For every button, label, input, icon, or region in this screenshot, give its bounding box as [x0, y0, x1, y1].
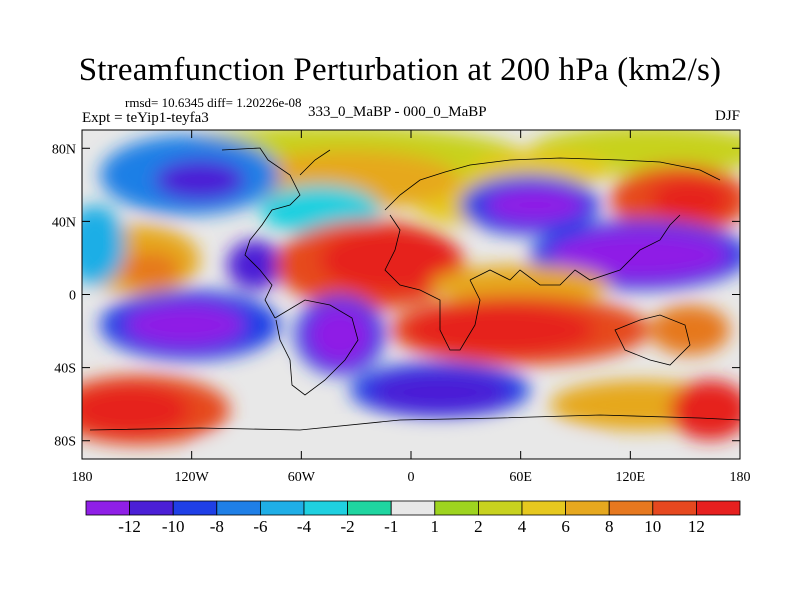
colorbar-label: -2 — [341, 517, 355, 536]
colorbar-label: -4 — [297, 517, 312, 536]
lon-tick-label: 120E — [616, 470, 646, 485]
colorbar-swatch — [347, 500, 392, 516]
lon-tick-label: 180 — [730, 470, 751, 485]
colorbar-swatch — [565, 500, 610, 516]
colorbar-swatch — [434, 500, 479, 516]
colorbar-label: 4 — [518, 517, 527, 536]
colorbar-swatch — [259, 500, 305, 516]
colorbar-swatch — [303, 500, 348, 516]
colorbar-swatch — [521, 500, 566, 516]
chart-title: Streamfunction Perturbation at 200 hPa (… — [78, 52, 722, 88]
colorbar: -12 -10 -8 -6 -4 -2 -1 1 2 4 6 8 10 12 — [85, 500, 741, 536]
lat-tick-label: 80S — [54, 435, 76, 450]
colorbar-label: -12 — [118, 517, 141, 536]
colorbar-swatch — [85, 500, 130, 516]
colorbar-label: 12 — [688, 517, 705, 536]
colorbar-label: -6 — [253, 517, 267, 536]
streamfunction-field — [82, 130, 740, 459]
colorbar-swatch — [608, 500, 654, 516]
lon-tick-label: 120W — [175, 470, 210, 485]
stats-line: rmsd= 10.6345 diff= 1.20226e-08 — [125, 95, 302, 110]
lon-tick-label: 180 — [72, 470, 93, 485]
longitude-axis: 180 120W 60W 0 60E 120E 180 — [72, 130, 751, 485]
lat-tick-label: 80N — [52, 142, 76, 157]
colorbar-swatch — [216, 500, 261, 516]
colorbar-label: -1 — [384, 517, 398, 536]
experiment-label: Expt = teYip1-teyfa3 — [82, 110, 209, 126]
latitude-axis: 80N 40N 0 40S 80S — [52, 142, 740, 450]
colorbar-swatch — [696, 500, 741, 516]
lat-tick-label: 40N — [52, 215, 76, 230]
colorbar-swatch — [652, 500, 697, 516]
lat-tick-label: 40S — [54, 362, 76, 377]
colorbar-swatch — [129, 500, 174, 516]
colorbar-label: 8 — [605, 517, 614, 536]
colorbar-swatch — [172, 500, 218, 516]
coastlines — [89, 147, 740, 431]
difference-label: 333_0_MaBP - 000_0_MaBP — [308, 104, 487, 120]
season-label: DJF — [714, 108, 740, 124]
colorbar-swatch — [390, 500, 436, 516]
lat-tick-label: 0 — [69, 289, 76, 304]
lon-tick-label: 60W — [288, 470, 316, 485]
colorbar-label: 10 — [644, 517, 661, 536]
lon-tick-label: 60E — [509, 470, 532, 485]
colorbar-label: 2 — [474, 517, 483, 536]
colorbar-label: -8 — [210, 517, 224, 536]
colorbar-label: -10 — [162, 517, 185, 536]
colorbar-label: 1 — [431, 517, 440, 536]
lon-tick-label: 0 — [408, 470, 415, 485]
colorbar-swatch — [477, 500, 523, 516]
colorbar-label: 6 — [561, 517, 570, 536]
